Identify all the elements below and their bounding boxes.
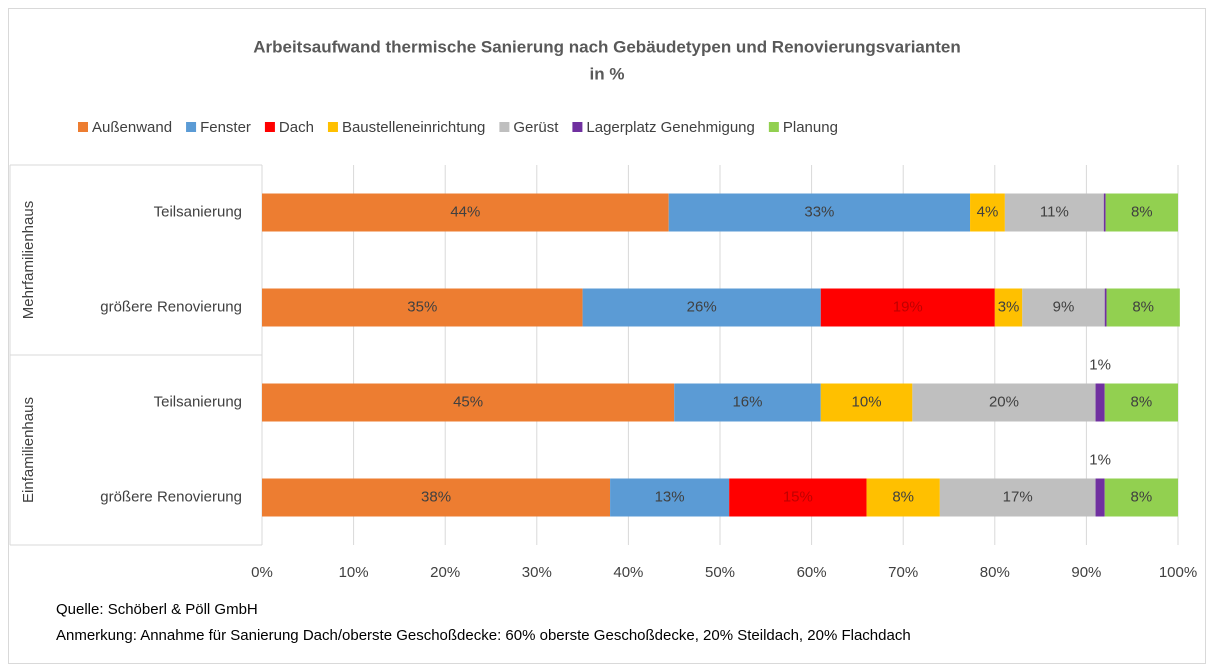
chart-frame [8, 8, 1206, 664]
legend-swatch [327, 122, 338, 132]
y-tick-label: größere Renovierung [100, 298, 242, 315]
legend-swatch [572, 122, 583, 132]
bar-segment [668, 193, 971, 232]
x-tick-label: 40% [613, 564, 643, 581]
bar-segment [674, 383, 821, 422]
legend-swatch [768, 122, 779, 132]
x-tick-label: 30% [522, 564, 552, 581]
y-tick-label: Teilsanierung [154, 203, 242, 220]
legend-label: Lagerplatz Genehmigung [586, 119, 754, 136]
bar-segment [994, 288, 1023, 327]
bar-segment [1104, 383, 1178, 422]
bar-segment [820, 288, 995, 327]
bar-segment [1004, 193, 1104, 232]
chart-subtitle: in % [590, 64, 625, 83]
data-label: 10% [852, 393, 882, 410]
data-label: 44% [450, 203, 480, 220]
legend-swatch [186, 122, 197, 132]
bar-segment [1095, 478, 1105, 517]
bar-segment [939, 478, 1096, 517]
legend-label: Dach [279, 119, 314, 136]
x-tick-label: 20% [430, 564, 460, 581]
data-label: 13% [655, 488, 685, 505]
bar-segment [262, 193, 669, 232]
x-tick-label: 80% [980, 564, 1010, 581]
bar-segment [1104, 288, 1107, 327]
data-label: 33% [804, 203, 834, 220]
legend-label: Gerüst [513, 119, 559, 136]
x-tick-label: 70% [888, 564, 918, 581]
group-label: Mehrfamilienhaus [20, 201, 37, 319]
data-label: 8% [892, 488, 914, 505]
bar-segment [582, 288, 821, 327]
data-label: 19% [893, 298, 923, 315]
bar-segment [820, 383, 913, 422]
data-label: 45% [453, 393, 483, 410]
data-label: 17% [1003, 488, 1033, 505]
bar-segment [729, 478, 867, 517]
bar-segment [262, 288, 583, 327]
chart-title: Arbeitsaufwand thermische Sanierung nach… [253, 37, 961, 56]
data-label: 1% [1089, 356, 1111, 373]
group-label: Einfamilienhaus [20, 397, 37, 503]
y-tick-label: Teilsanierung [154, 393, 242, 410]
source-note: Quelle: Schöberl & Pöll GmbH [56, 601, 258, 618]
data-label: 1% [1089, 451, 1111, 468]
legend-label: Fenster [200, 119, 251, 136]
bar-segment [1105, 193, 1178, 232]
data-label: 8% [1131, 393, 1153, 410]
x-tick-label: 60% [797, 564, 827, 581]
x-tick-label: 90% [1071, 564, 1101, 581]
x-tick-label: 100% [1159, 564, 1197, 581]
legend-label: Außenwand [92, 119, 172, 136]
legend-label: Baustelleneinrichtung [342, 119, 485, 136]
legend-swatch [499, 122, 510, 132]
bar-segment [1103, 193, 1106, 232]
data-label: 4% [977, 203, 999, 220]
bar-segment [866, 478, 940, 517]
data-label: 16% [732, 393, 762, 410]
bar-segment [1106, 288, 1180, 327]
x-tick-label: 10% [339, 564, 369, 581]
data-label: 26% [687, 298, 717, 315]
data-label: 11% [1040, 203, 1069, 220]
data-label: 20% [989, 393, 1019, 410]
bar-segment [262, 383, 675, 422]
bar-segment [1022, 288, 1105, 327]
data-label: 3% [998, 298, 1020, 315]
x-tick-label: 0% [251, 564, 273, 581]
x-tick-label: 50% [705, 564, 735, 581]
legend-label: Planung [783, 119, 838, 136]
data-label: 15% [783, 488, 813, 505]
data-label: 8% [1131, 203, 1153, 220]
remark-note: Anmerkung: Annahme für Sanierung Dach/ob… [56, 627, 911, 644]
bar-segment [262, 478, 611, 517]
bar-segment [912, 383, 1096, 422]
bar-segment [610, 478, 730, 517]
legend-swatch [264, 122, 275, 132]
data-label: 8% [1132, 298, 1154, 315]
bar-segment [1104, 478, 1178, 517]
y-tick-label: größere Renovierung [100, 488, 242, 505]
bar-segment [970, 193, 1005, 232]
bar-segment [1095, 383, 1105, 422]
data-label: 9% [1053, 298, 1075, 315]
legend-swatch [78, 122, 88, 132]
data-label: 35% [407, 298, 437, 315]
data-label: 8% [1131, 488, 1153, 505]
data-label: 38% [421, 488, 451, 505]
